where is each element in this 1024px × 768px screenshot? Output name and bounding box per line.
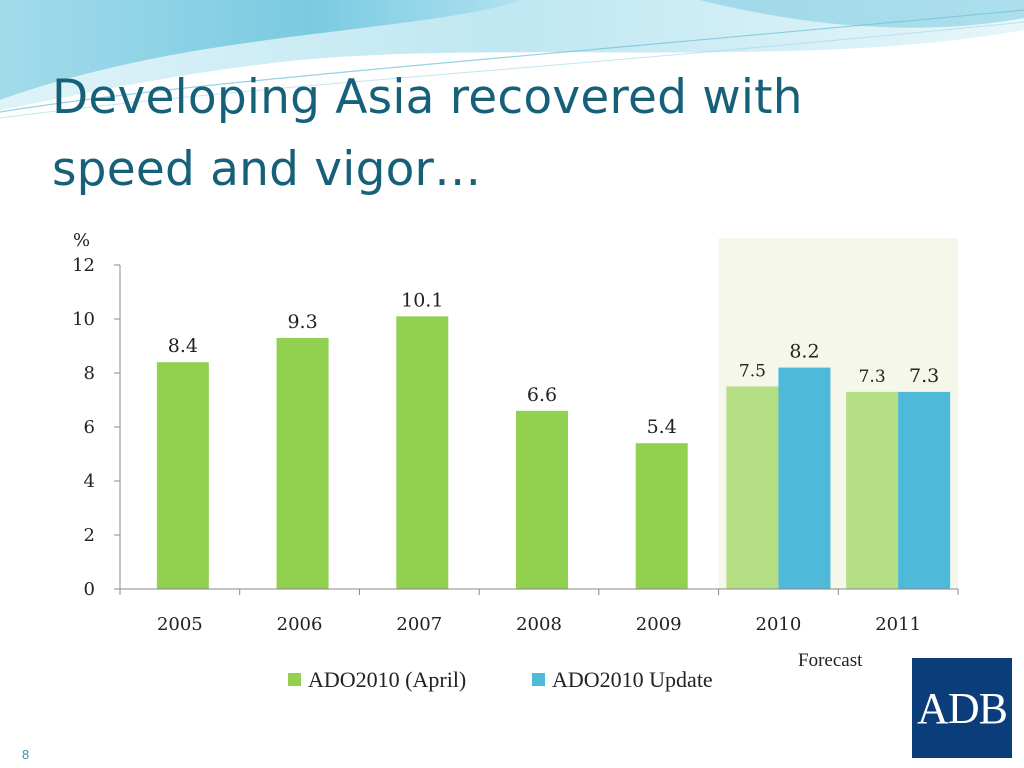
- data-label: 7.3: [909, 365, 939, 387]
- y-tick-label: 4: [84, 471, 95, 492]
- x-category-label: 2006: [277, 614, 323, 635]
- bar-ado-april: [846, 391, 899, 589]
- legend-swatch-ado-update: [532, 673, 545, 686]
- data-label: 9.3: [287, 311, 317, 333]
- bar-ado-april: [396, 316, 449, 589]
- adb-logo-text: ADB: [917, 683, 1008, 733]
- legend: ADO2010 (April) ADO2010 Update: [288, 667, 713, 692]
- header-swoosh-decoration: [0, 0, 1024, 119]
- data-label: 10.1: [401, 289, 443, 311]
- data-label: 8.2: [789, 341, 819, 363]
- y-axis-unit-label: %: [73, 230, 90, 251]
- bar-ado-april: [516, 410, 568, 589]
- x-category-label: 2007: [396, 614, 442, 635]
- data-label: 6.6: [527, 384, 557, 406]
- bar-ado-april: [276, 337, 329, 589]
- data-label: 7.3: [859, 367, 886, 387]
- bar-ado-update: [898, 391, 951, 589]
- slide-title: Developing Asia recovered with speed and…: [52, 70, 803, 197]
- legend-swatch-ado-april: [288, 673, 301, 686]
- y-tick-label: 6: [84, 417, 95, 438]
- y-tick-label: 12: [72, 255, 95, 276]
- x-category-label: 2011: [875, 614, 921, 635]
- bar-ado-april: [726, 386, 779, 589]
- slide-number: 8: [22, 747, 30, 762]
- y-tick-label: 0: [84, 579, 95, 600]
- data-label: 5.4: [647, 416, 677, 438]
- bar-ado-april: [635, 443, 688, 589]
- forecast-annotation: Forecast: [798, 650, 863, 671]
- legend-label-ado-april: ADO2010 (April): [308, 667, 466, 692]
- y-tick-label: 8: [84, 363, 95, 384]
- x-category-label: 2010: [756, 614, 802, 635]
- x-category-label: 2008: [516, 614, 562, 635]
- data-label: 8.4: [168, 335, 198, 357]
- x-category-label: 2009: [636, 614, 682, 635]
- x-category-label: 2005: [157, 614, 203, 635]
- adb-logo: ADB: [912, 658, 1012, 758]
- bar-ado-april: [156, 362, 209, 589]
- legend-label-ado-update: ADO2010 Update: [552, 667, 713, 692]
- y-tick-label: 10: [72, 309, 95, 330]
- y-tick-label: 2: [84, 525, 95, 546]
- data-label: 7.5: [739, 362, 766, 382]
- bar-ado-update: [778, 367, 831, 589]
